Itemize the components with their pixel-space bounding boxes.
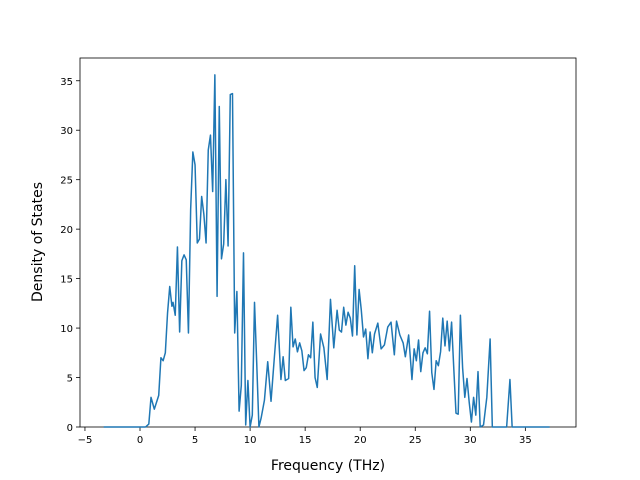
plot-frame	[79, 57, 577, 428]
x-tick-label: 5	[192, 435, 198, 446]
y-tick-label: 5	[67, 374, 73, 385]
y-tick-label: 15	[60, 275, 73, 286]
data-line	[103, 74, 550, 428]
x-tick-label: 35	[519, 435, 532, 446]
x-tick-label: 0	[137, 435, 143, 446]
y-tick-label: 0	[67, 423, 73, 434]
x-tick-label: 10	[244, 435, 257, 446]
x-tick-label: 20	[354, 435, 367, 446]
x-axis-label: Frequency (THz)	[271, 458, 385, 474]
y-axis-label: Density of States	[30, 182, 46, 302]
x-tick-label: 25	[409, 435, 422, 446]
y-tick-label: 20	[60, 225, 73, 236]
y-tick-label: 25	[60, 176, 73, 187]
y-tick-label: 10	[60, 324, 73, 335]
y-tick-label: 30	[60, 126, 73, 137]
x-tick-label: −5	[78, 435, 93, 446]
y-tick-label: 35	[60, 77, 73, 88]
x-tick-label: 30	[464, 435, 477, 446]
x-tick-label: 15	[299, 435, 312, 446]
